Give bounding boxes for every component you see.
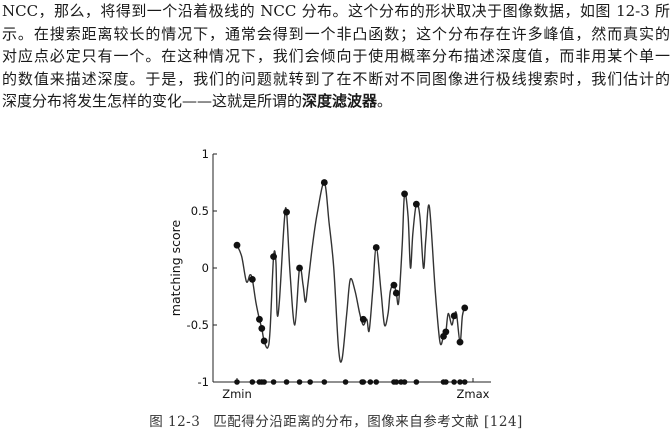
baseline-marker [261,379,267,385]
x-tick-label: Zmin [222,387,252,401]
baseline-marker [451,379,457,385]
chart-ticks: 1 0.5 0 -0.5 -1 Zmin Zmax [187,147,490,401]
figure-caption: 图 12-3 匹配得分沿距离的分布，图像来自参考文献 [124] [0,410,672,430]
baseline-marker [307,379,313,385]
caption-text: 匹配得分沿距离的分布，图像来自参考文献 [124] [213,414,523,430]
chart-markers [233,179,469,385]
peak-marker [442,328,450,336]
paragraph-last-line-suffix: 。 [377,92,393,111]
baseline-marker [413,379,420,385]
peak-marker [256,315,263,323]
baseline-marker [359,379,365,385]
baseline-marker [249,379,256,385]
peak-marker [320,179,328,186]
x-tick-label: Zmax [457,387,490,401]
depth-filter-term: 深度滤波器 [302,92,378,111]
peak-marker [401,190,408,198]
paragraph-line: 对应点必定只有一个。在这种情况下，我们会倾向于使用概率分布描述深度值，而非用某个… [2,47,670,66]
peak-marker [270,253,277,260]
peak-marker [296,264,303,272]
peak-marker [392,289,400,297]
baseline-marker [443,379,449,385]
peak-marker [412,200,420,208]
y-axis-label: matching score [168,219,183,316]
paragraph-line: NCC，那么，将得到一个沿着极线的 NCC 分布。这个分布的形状取决于图像数据，… [2,2,670,20]
baseline-marker [373,379,380,385]
baseline-marker [283,379,290,385]
paragraph-line: 示。在搜索距离较长的情况下，通常会得到一个非凸函数；这个分布存在许多峰值，然而真… [2,24,670,43]
y-tick-label: 1 [202,147,209,161]
matching-score-chart: 1 0.5 0 -0.5 -1 Zmin Zmax matching score [168,147,491,401]
baseline-marker [461,379,468,385]
baseline-marker [393,379,400,385]
baseline-marker [296,379,303,385]
baseline-marker [367,379,374,385]
peak-marker [260,337,268,345]
figure-number: 图 12-3 [149,414,201,430]
chart-axes [212,154,491,383]
baseline-marker [457,379,463,385]
y-tick-label: -1 [198,375,209,389]
peak-marker [456,338,464,346]
baseline-marker [342,379,349,385]
peak-marker [450,312,458,320]
paragraph-last-line-prefix: 深度分布将发生怎样的变化——这就是所谓的 [2,92,303,111]
peak-marker [461,304,469,312]
peak-marker [233,241,241,249]
baseline-marker [270,379,277,385]
paragraph-line: 的数值来描述深度。于是，我们的问题就转到了在不断对不同图像进行极线搜索时，我们估… [2,69,670,88]
paragraph-last-line: 深度分布将发生怎样的变化——这就是所谓的深度滤波器。 [2,90,670,113]
y-tick-label: -0.5 [187,318,209,332]
body-paragraph: NCC，那么，将得到一个沿着极线的 NCC 分布。这个分布的形状取决于图像数据，… [2,0,670,113]
peak-marker [372,244,380,251]
score-curve [236,181,466,363]
baseline-marker [321,379,328,385]
baseline-marker [398,379,404,385]
baseline-marker [234,379,240,385]
peak-marker [359,315,367,323]
peak-marker [258,325,266,332]
peak-marker [283,208,290,216]
peak-marker [248,276,256,283]
y-tick-label: 0 [202,261,209,275]
chart-series [236,181,466,363]
y-tick-label: 0.5 [191,204,209,218]
peak-marker [390,281,398,289]
